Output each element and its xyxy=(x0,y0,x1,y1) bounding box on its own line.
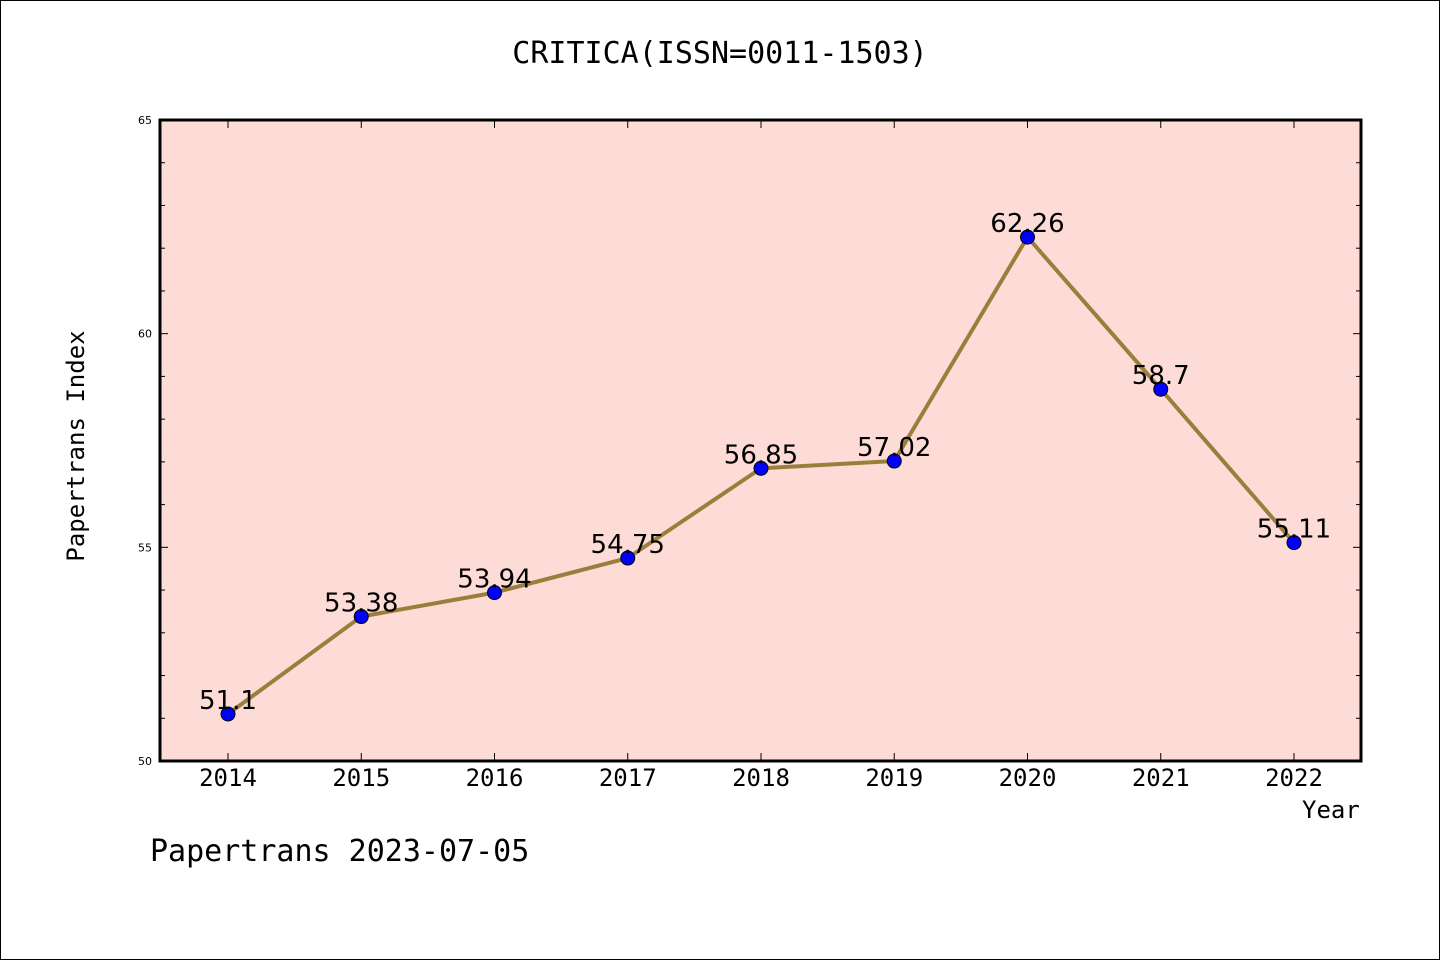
x-tick-label: 2018 xyxy=(732,764,790,792)
y-tick-label: 60 xyxy=(138,328,152,341)
data-point xyxy=(353,609,369,625)
x-tick-label: 2020 xyxy=(999,764,1057,792)
y-tick-label: 50 xyxy=(138,755,152,768)
data-label: 53.94 xyxy=(457,565,531,595)
plot-border xyxy=(158,118,1363,763)
x-tick-label: 2019 xyxy=(865,764,923,792)
x-tick-label: 2014 xyxy=(199,764,257,792)
data-label: 62.26 xyxy=(990,209,1064,239)
data-point xyxy=(620,550,636,566)
data-point xyxy=(1286,535,1302,551)
y-tick-label: 55 xyxy=(138,541,152,554)
data-point xyxy=(1153,381,1169,397)
data-point xyxy=(886,453,902,469)
x-tick-label: 2021 xyxy=(1132,764,1190,792)
data-label: 53.38 xyxy=(324,589,398,619)
footer-text: Papertrans 2023-07-05 xyxy=(150,834,530,869)
x-tick-label: 2017 xyxy=(599,764,657,792)
data-label: 58.7 xyxy=(1132,361,1190,391)
y-tick-label: 65 xyxy=(138,114,152,127)
data-point xyxy=(220,706,236,722)
data-label: 56.85 xyxy=(724,440,798,470)
data-point xyxy=(753,460,769,476)
data-label: 57.02 xyxy=(857,433,931,463)
x-tick-label: 2016 xyxy=(466,764,524,792)
data-point xyxy=(1020,229,1035,245)
x-axis-label: Year xyxy=(1302,796,1360,824)
data-point xyxy=(487,585,502,601)
data-label: 54.75 xyxy=(591,530,665,560)
x-tick-label: 2022 xyxy=(1265,764,1323,792)
data-label: 55.11 xyxy=(1257,515,1331,545)
chart-title: CRITICA(ISSN=0011-1503) xyxy=(512,36,928,71)
x-tick-label: 2015 xyxy=(332,764,390,792)
data-label: 51.1 xyxy=(199,686,257,716)
plot-area xyxy=(160,120,1361,761)
